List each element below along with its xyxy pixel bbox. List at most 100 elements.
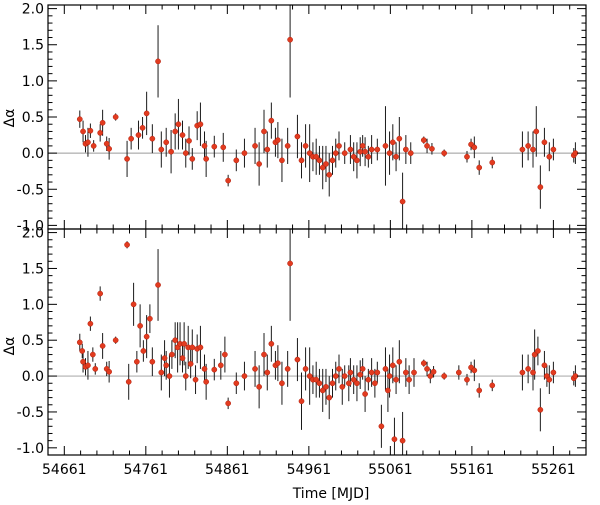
data-point — [134, 358, 140, 365]
data-point — [252, 143, 258, 149]
y-tick-label: 1.0 — [22, 74, 44, 90]
data-point — [464, 376, 470, 383]
data-point — [396, 358, 403, 365]
x-tick-label: 54661 — [42, 462, 87, 478]
y-tick-label: 2.0 — [22, 2, 44, 18]
data-point — [149, 135, 156, 142]
data-point — [181, 340, 187, 347]
data-point — [336, 143, 342, 149]
data-point — [201, 366, 208, 372]
data-point — [354, 157, 360, 164]
data-point — [306, 150, 313, 156]
y-tick-label: 0.5 — [22, 333, 44, 349]
data-point — [319, 164, 326, 171]
y-tick-label: 0.0 — [22, 369, 44, 385]
data-point — [201, 143, 208, 149]
data-point — [537, 184, 544, 190]
data-point — [382, 143, 389, 149]
data-point — [140, 348, 147, 354]
data-point — [256, 383, 262, 390]
top-panel: -1.0 -0.5 0.0 0.5 1.0 1.5 2.0 — [17, 2, 587, 234]
data-point — [284, 143, 291, 149]
data-point — [261, 351, 267, 358]
data-point — [345, 380, 352, 387]
data-point — [319, 387, 326, 394]
data-point — [533, 128, 540, 135]
data-point — [365, 376, 372, 383]
data-point — [222, 351, 228, 358]
data-point — [546, 376, 553, 383]
data-point — [362, 391, 368, 397]
data-point — [471, 144, 478, 151]
data-point — [341, 373, 348, 379]
bottom-y-axis-label: Δα — [2, 337, 18, 356]
data-point — [189, 156, 196, 162]
data-point — [203, 156, 209, 162]
data-point — [537, 406, 544, 413]
data-point — [323, 161, 329, 167]
data-point — [372, 380, 378, 387]
data-point — [393, 376, 399, 383]
data-point — [525, 143, 531, 149]
data-point — [182, 150, 189, 156]
data-layer — [76, 229, 579, 455]
data-point — [530, 369, 536, 376]
data-point — [378, 423, 385, 430]
data-point — [354, 380, 360, 387]
data-point — [241, 150, 248, 156]
data-point — [155, 58, 161, 65]
data-point — [192, 376, 199, 383]
data-point — [179, 132, 186, 138]
data-point — [365, 153, 372, 160]
data-point — [550, 369, 557, 376]
y-tick-label: 1.5 — [22, 261, 44, 277]
data-point — [186, 137, 192, 144]
data-point — [386, 373, 393, 379]
data-point — [112, 337, 119, 344]
data-point — [357, 371, 364, 378]
data-point — [420, 360, 427, 367]
data-point — [187, 361, 194, 367]
x-tick-label: 55261 — [531, 462, 576, 478]
data-point — [80, 358, 86, 365]
data-point — [279, 157, 285, 164]
x-tick-label: 54861 — [205, 462, 250, 478]
y-tick-label: -1.0 — [17, 218, 44, 234]
data-point — [225, 400, 231, 407]
data-point — [112, 114, 119, 120]
data-point — [143, 333, 150, 340]
data-point — [464, 153, 470, 160]
data-point — [124, 156, 130, 162]
data-point — [79, 348, 86, 354]
data-point — [541, 139, 548, 146]
data-point — [163, 362, 170, 369]
data-point — [92, 366, 99, 372]
data-point — [182, 373, 189, 379]
data-point — [476, 387, 483, 394]
data-point — [135, 132, 142, 138]
data-point — [261, 128, 267, 135]
data-point — [399, 437, 406, 444]
data-point — [313, 376, 320, 383]
data-point — [211, 143, 218, 150]
data-point — [275, 360, 281, 367]
data-point — [106, 368, 112, 375]
data-point — [298, 157, 305, 164]
data-point — [158, 369, 165, 376]
data-point — [85, 362, 91, 369]
data-point — [326, 394, 333, 401]
data-point — [359, 366, 366, 372]
data-point — [197, 344, 204, 351]
data-point — [424, 366, 430, 372]
data-point — [406, 376, 412, 383]
y-tick-label: 0.0 — [22, 146, 44, 162]
y-tick-label: -0.5 — [17, 182, 44, 198]
data-point — [525, 366, 531, 372]
data-point — [139, 124, 146, 131]
data-point — [407, 150, 414, 156]
data-point — [166, 373, 173, 379]
data-point — [284, 366, 291, 372]
data-point — [106, 145, 112, 152]
y-tick-label: 2.0 — [22, 226, 44, 242]
data-point — [76, 116, 83, 123]
